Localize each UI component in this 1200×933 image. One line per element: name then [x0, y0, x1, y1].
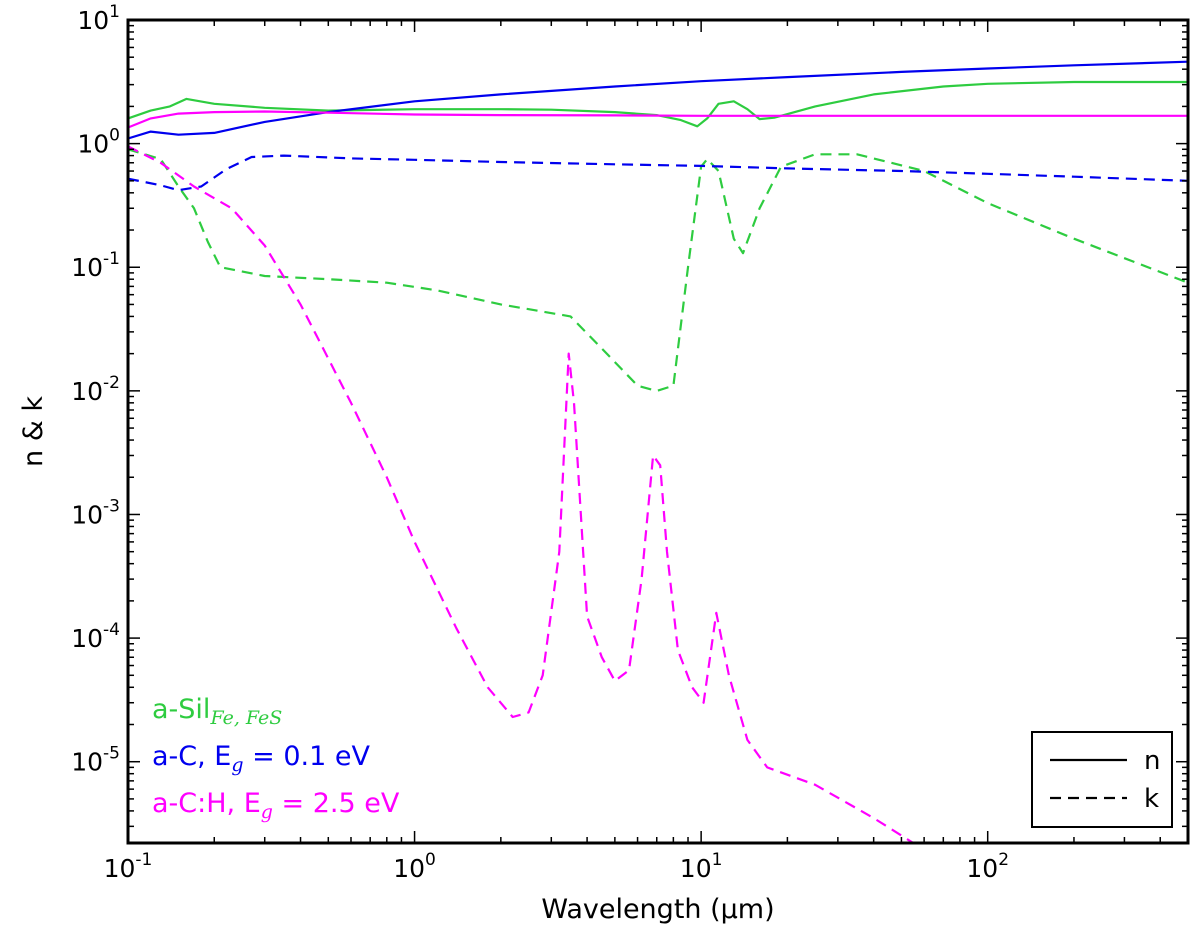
- y-axis-label: n & k: [18, 396, 49, 467]
- series-group: [128, 60, 1188, 843]
- series-line-k-1: [128, 154, 1188, 192]
- x-tick-label: 101: [680, 850, 723, 883]
- x-tick-label: 102: [966, 850, 1009, 883]
- axis-ticks: 10-1 100 101 102 101 100 10-1 10-2 10-3 10-4 10-5: [71, 2, 1189, 883]
- legend-label-n: n: [1144, 746, 1160, 776]
- x-tick-label: 100: [393, 850, 436, 883]
- series-line-k-2: [128, 145, 914, 843]
- y-tick-label: 100: [77, 126, 120, 159]
- x-axis-label: Wavelength (μm): [541, 894, 774, 925]
- material-labels: a-SilFe, FeS a-C, Eg = 0.1 eV a-C:H, Eg = …: [152, 694, 400, 823]
- material-label-1: a-C, Eg = 0.1 eV: [152, 741, 370, 776]
- y-tick-label: 10-5: [71, 744, 120, 777]
- material-label-2: a-C:H, Eg = 2.5 eV: [152, 788, 400, 823]
- y-tick-label: 10-2: [71, 373, 120, 406]
- y-tick-label: 10-3: [71, 496, 120, 529]
- series-line-n-2: [128, 110, 1188, 129]
- y-tick-label: 10-1: [71, 249, 120, 282]
- x-tick-label: 10-1: [104, 850, 153, 883]
- material-label-0: a-SilFe, FeS: [152, 694, 282, 729]
- series-line-k-0: [128, 148, 1188, 392]
- legend-box: [1031, 731, 1173, 828]
- y-tick-label: 101: [77, 2, 120, 35]
- legend-label-k: k: [1144, 784, 1159, 814]
- plot-frame: [126, 18, 1190, 845]
- y-tick-label: 10-4: [71, 620, 120, 653]
- series-line-n-0: [128, 80, 1188, 128]
- legend: nk: [1031, 731, 1173, 828]
- series-line-n-1: [128, 60, 1188, 140]
